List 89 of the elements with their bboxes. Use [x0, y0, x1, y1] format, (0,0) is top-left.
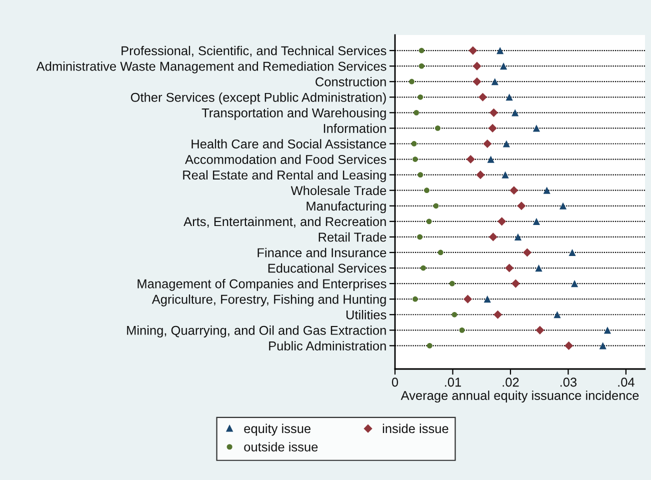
point — [420, 265, 426, 271]
point — [532, 124, 540, 132]
point — [468, 46, 478, 55]
y-tick-label: Accommodation and Food Services — [185, 154, 386, 164]
x-tick-label: .01 — [445, 378, 461, 387]
point — [491, 78, 498, 86]
y-tick-label: Health Care and Social Assistance — [192, 139, 386, 148]
y-tick-label: Retail Trade — [318, 232, 386, 242]
point — [426, 218, 432, 224]
point — [532, 218, 540, 225]
point — [412, 296, 418, 302]
x-tick-label: .04 — [618, 378, 634, 387]
y-tick-label: Administrative Waste Management and Remediation Services — [36, 61, 386, 74]
point — [536, 326, 544, 334]
point — [472, 77, 482, 86]
y-tick-label: Public Administration — [269, 341, 386, 350]
y-tick-label: Wholesale Trade — [290, 186, 386, 196]
point — [478, 92, 488, 102]
x-tick-label: .03 — [560, 378, 577, 387]
point — [514, 233, 522, 240]
y-tick-label: Professional, Scientific, and Technical Services — [122, 46, 386, 57]
y-tick-label: Construction — [316, 76, 386, 86]
y-tick-label: Mining, Quarrying, and Oil and Gas Extraction — [127, 326, 386, 338]
point — [505, 264, 514, 272]
point — [498, 217, 506, 226]
point — [487, 156, 494, 163]
point — [511, 279, 520, 288]
point — [604, 326, 612, 334]
point — [435, 126, 440, 131]
point — [426, 343, 432, 348]
point — [459, 327, 465, 333]
y-tick-label: Finance and Insurance — [258, 248, 386, 258]
point — [463, 294, 472, 304]
point — [500, 62, 508, 70]
x-axis-title: Average annual equity issuance incidence — [400, 390, 639, 403]
y-tick-label: Management of Companies and Enterprises — [138, 278, 386, 291]
point — [418, 172, 424, 178]
point — [512, 109, 519, 116]
point — [543, 186, 550, 194]
point — [489, 108, 498, 117]
point — [502, 140, 510, 148]
point — [417, 234, 423, 240]
point — [559, 202, 567, 210]
y-tick-label: Information — [324, 124, 386, 133]
y-tick-label: Agriculture, Forestry, Fishing and Hunting — [152, 294, 386, 306]
point — [510, 186, 518, 195]
point — [564, 341, 574, 350]
legend-label: inside issue — [382, 424, 448, 434]
point — [476, 170, 485, 180]
point — [568, 248, 576, 256]
point — [484, 296, 491, 303]
point — [466, 155, 475, 164]
point — [411, 141, 417, 146]
point — [496, 46, 504, 54]
y-tick-label: Manufacturing — [306, 201, 386, 214]
point — [418, 94, 424, 100]
point — [488, 232, 498, 242]
point — [409, 78, 414, 84]
y-tick-label: Transportation and Warehousing — [202, 108, 386, 120]
x-tick-label: 0 — [392, 378, 398, 387]
point — [483, 139, 492, 148]
point — [571, 280, 578, 288]
point — [517, 202, 526, 210]
point — [418, 48, 424, 54]
point — [418, 63, 424, 69]
point — [438, 250, 444, 256]
point — [599, 342, 606, 350]
x-tick-label: .02 — [502, 378, 519, 387]
point — [472, 62, 482, 70]
y-tick-label: Arts, Entertainment, and Recreation — [184, 216, 386, 228]
y-tick-label: Educational Services — [268, 263, 386, 273]
point — [449, 280, 455, 286]
y-tick-label: Real Estate and Rental and Leasing — [183, 170, 386, 182]
legend-label: equity issue — [244, 424, 311, 436]
point — [502, 171, 509, 178]
legend-label: outside issue — [244, 442, 318, 452]
point — [424, 188, 430, 194]
point — [433, 203, 439, 209]
point — [535, 264, 542, 272]
point — [412, 156, 418, 162]
point — [554, 311, 561, 318]
point — [452, 312, 458, 318]
point — [522, 248, 532, 257]
y-tick-label: Utilities — [346, 310, 386, 320]
point — [414, 110, 420, 116]
point — [493, 310, 502, 319]
y-tick-label: Other Services (except Public Administration) — [130, 92, 386, 104]
point — [506, 94, 513, 101]
point — [488, 124, 497, 132]
